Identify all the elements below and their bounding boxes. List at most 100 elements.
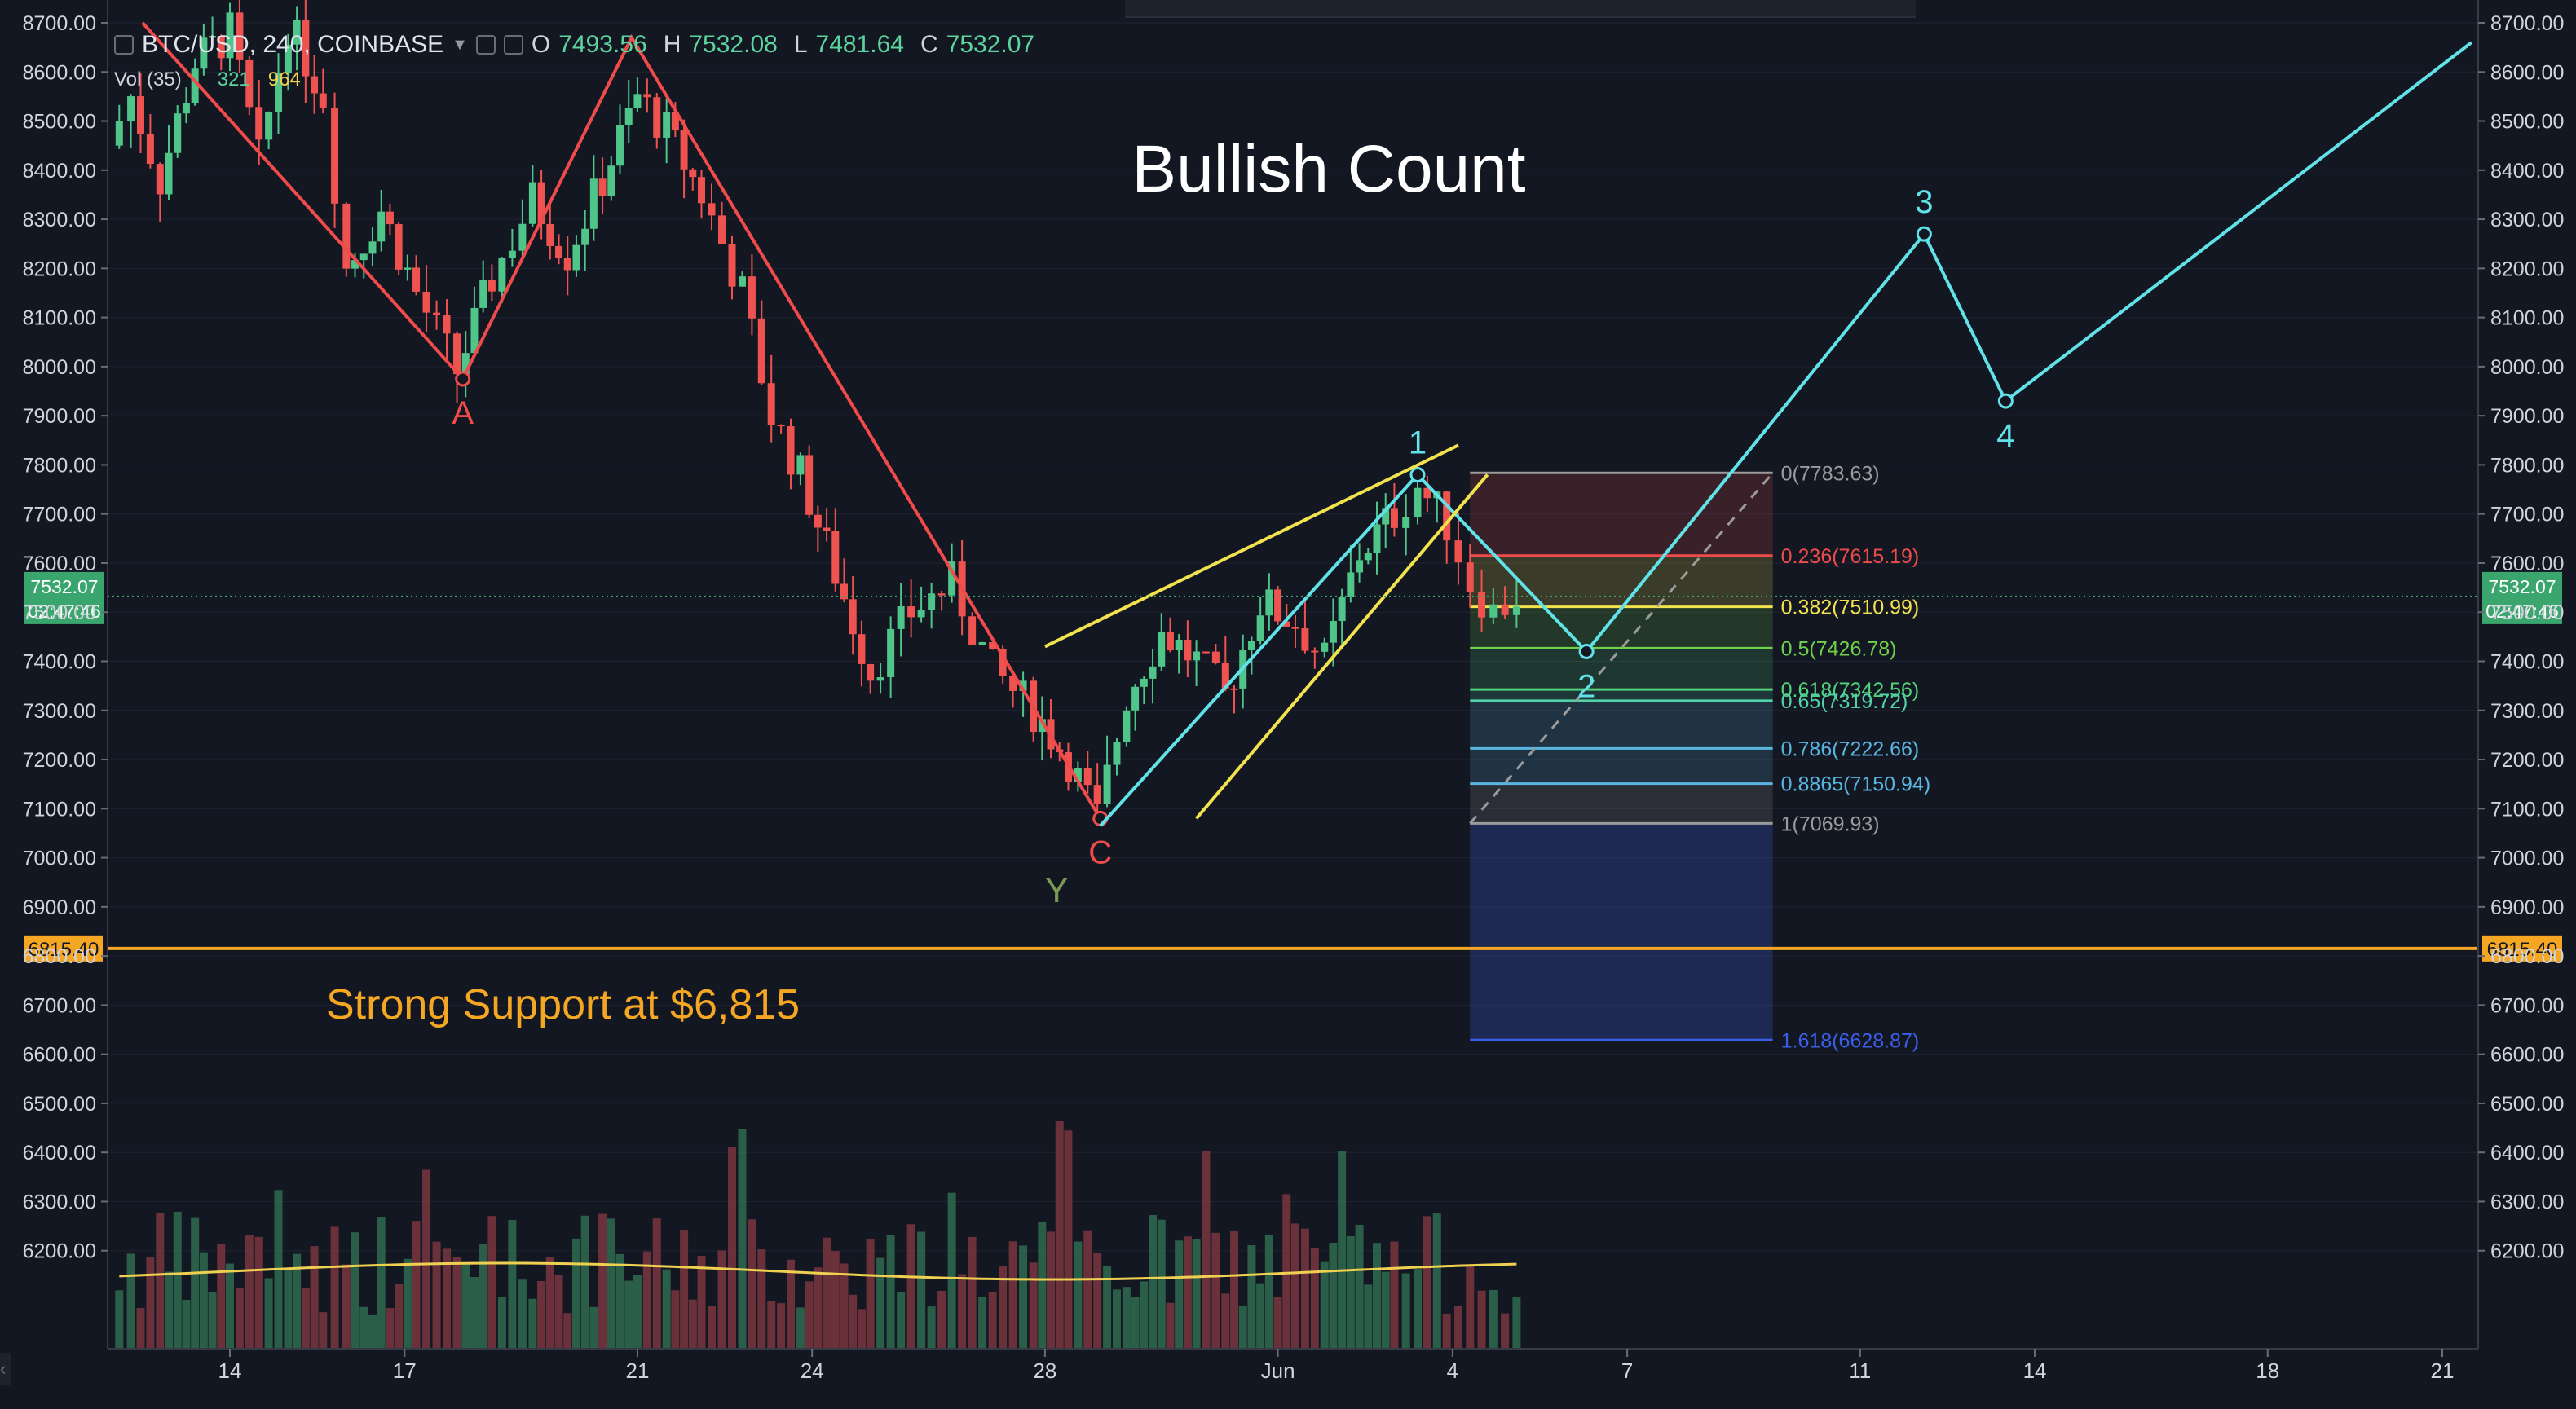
abc-correction-line xyxy=(141,21,1102,820)
chevron-down-icon[interactable]: ▼ xyxy=(452,35,468,54)
wave-label: 3 xyxy=(1915,184,1933,220)
volume-ma-line xyxy=(119,1261,1517,1281)
candle-body xyxy=(226,12,234,59)
y-tick-label-left: 6400.00 xyxy=(23,1142,96,1165)
support-price-badge-left xyxy=(24,935,103,962)
volume-bar xyxy=(403,1258,412,1349)
drawing-toolbar[interactable] xyxy=(1125,0,1916,18)
current-price-badge-left-countdown: 02:47:46 xyxy=(28,601,101,622)
fib-zone xyxy=(1470,648,1773,690)
volume-bar xyxy=(1149,1214,1158,1349)
y-tick-label-left: 6200.00 xyxy=(23,1240,96,1263)
volume-bar xyxy=(906,1224,915,1349)
candle-body xyxy=(209,36,217,38)
volume-bar xyxy=(814,1267,823,1349)
y-tick-label-left: 7100.00 xyxy=(23,798,96,821)
volume-bar xyxy=(767,1301,776,1349)
candle-body xyxy=(1149,666,1157,679)
volume-bar xyxy=(1501,1313,1510,1349)
fib-trend-line xyxy=(1469,472,1774,825)
candle-body xyxy=(598,178,607,196)
volume-bar xyxy=(1202,1151,1211,1349)
candle-body xyxy=(633,94,642,108)
volume-bar xyxy=(708,1306,717,1349)
candle-body xyxy=(708,203,716,216)
volume-bar xyxy=(386,1307,395,1349)
wave-label: C xyxy=(1088,834,1112,870)
volume-value-2: 964 xyxy=(267,68,301,90)
y-tick-label-right: 7400.00 xyxy=(2490,651,2564,674)
candle-body xyxy=(1184,640,1192,661)
candle-body xyxy=(1423,487,1431,499)
volume-bar xyxy=(857,1309,866,1349)
candle-body xyxy=(805,455,814,515)
volume-label[interactable]: Vol (35) xyxy=(114,68,182,90)
y-tick-label-right: 7000.00 xyxy=(2490,848,2564,870)
volume-bar xyxy=(1247,1245,1256,1349)
candle-body xyxy=(757,318,765,384)
volume-bar xyxy=(1372,1243,1381,1349)
candle-body xyxy=(1093,785,1101,804)
volume-bar xyxy=(1029,1262,1038,1349)
candle-body xyxy=(546,224,554,246)
candle-body xyxy=(1321,642,1329,652)
candle-body xyxy=(217,36,225,59)
volume-bar xyxy=(479,1244,487,1349)
x-tick-label: 28 xyxy=(1033,1358,1056,1383)
collapse-legend-button[interactable] xyxy=(114,35,134,55)
candle-body xyxy=(1247,641,1255,650)
fib-level-label: 0.382(7510.99) xyxy=(1781,597,1920,619)
volume-bar xyxy=(999,1266,1008,1349)
support-price-badge-left-text: 6815.40 xyxy=(29,939,99,961)
volume-bar xyxy=(978,1297,987,1349)
volume-bar xyxy=(217,1244,226,1349)
candle-body xyxy=(453,333,461,375)
wave-point xyxy=(455,371,471,387)
volume-bar xyxy=(598,1213,607,1349)
candle-body xyxy=(748,276,756,319)
volume-bar xyxy=(1211,1232,1220,1349)
volume-bar xyxy=(697,1255,706,1349)
fib-level-label: 0.618(7342.56) xyxy=(1781,679,1920,702)
y-tick-label-right: 7500.00 xyxy=(2490,601,2564,624)
settings-icon[interactable] xyxy=(475,35,496,55)
candle-body xyxy=(680,130,688,170)
volume-bar xyxy=(1401,1273,1410,1349)
symbol-label[interactable]: BTC/USD, 240, COINBASE xyxy=(142,31,444,58)
y-tick-label-left: 8500.00 xyxy=(23,111,96,134)
candle-body xyxy=(1364,553,1372,561)
ohlc-open-label: O xyxy=(531,31,551,58)
candle-body xyxy=(165,152,173,195)
fib-level-label: 0.8865(7150.94) xyxy=(1781,773,1930,796)
candle-body xyxy=(1221,663,1229,689)
candle-body xyxy=(1256,615,1264,641)
close-icon[interactable] xyxy=(503,35,523,55)
y-tick-label-left: 7400.00 xyxy=(23,651,96,674)
y-tick-label-left: 8300.00 xyxy=(23,209,96,231)
candle-body xyxy=(386,211,394,225)
volume-bar xyxy=(1074,1241,1083,1349)
wave-label-y: Y xyxy=(1044,870,1068,910)
volume-bar xyxy=(443,1248,452,1349)
candle-body xyxy=(1311,650,1319,653)
fib-level-label: 1.618(6628.87) xyxy=(1781,1029,1920,1052)
y-tick-label-left: 6700.00 xyxy=(23,994,96,1017)
candle-body xyxy=(777,425,785,427)
volume-bar xyxy=(115,1290,124,1349)
impulse-wave-line xyxy=(1099,41,2472,827)
candle-body xyxy=(989,642,997,649)
volume-bar xyxy=(988,1292,997,1349)
volume-bar xyxy=(1432,1213,1441,1349)
volume-bar xyxy=(1175,1240,1184,1349)
x-tick-label: 17 xyxy=(393,1358,417,1383)
y-tick-label-left: 7000.00 xyxy=(23,848,96,870)
candle-body xyxy=(917,610,925,618)
volume-bar xyxy=(968,1236,977,1349)
candle-body xyxy=(1356,560,1364,573)
chevron-left-icon[interactable]: ‹ xyxy=(0,1353,11,1385)
candle-body xyxy=(999,649,1007,676)
candle-body xyxy=(948,561,956,596)
symbol-legend: BTC/USD, 240, COINBASE ▼ O 7493.56 H 7532.… xyxy=(114,31,1043,59)
